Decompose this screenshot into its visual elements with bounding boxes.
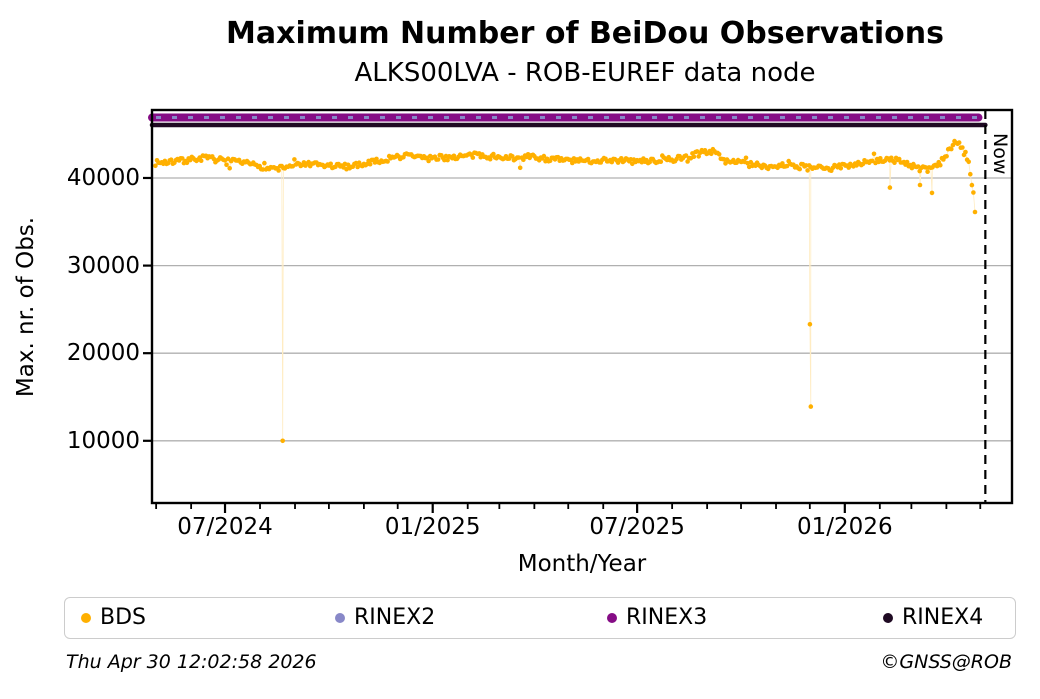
y-tick-label: 20000 (66, 340, 140, 367)
bds-point (938, 162, 943, 168)
bds-point (702, 148, 708, 153)
footer-timestamp: Thu Apr 30 12:02:58 2026 (66, 651, 317, 673)
bds-point (517, 165, 523, 171)
bds-point (442, 157, 447, 163)
bds-point (426, 158, 431, 164)
now-label: Now (989, 133, 1011, 174)
bds-point (944, 154, 949, 159)
legend-label: RINEX2 (354, 605, 436, 630)
bds-point (950, 142, 956, 148)
bds-point (619, 156, 624, 161)
y-tick-label: 30000 (66, 252, 140, 279)
bds-point (925, 169, 930, 174)
bds-point (435, 157, 441, 162)
legend-entry-rinex2: RINEX2 (335, 598, 435, 637)
bds-point (892, 160, 897, 165)
bds-point (262, 160, 267, 166)
bds-point (292, 157, 297, 162)
chart-subtitle: ALKS00LVA - ROB-EUREF data node (354, 58, 816, 88)
bds-point (696, 154, 701, 159)
legend-label: RINEX3 (626, 605, 708, 630)
bds-point (966, 159, 971, 165)
bds-point (280, 438, 286, 444)
bds-point (797, 166, 802, 172)
bds-point (541, 153, 547, 159)
x-tick-label: 01/2025 (384, 514, 481, 540)
bds-point (963, 149, 968, 155)
legend-entry-rinex3: RINEX3 (607, 598, 707, 637)
x-tick-label: 07/2024 (177, 514, 273, 540)
legend-entry-rinex4: RINEX4 (883, 598, 983, 637)
bds-point (896, 156, 902, 162)
bds-point (871, 151, 877, 157)
bds-point (917, 182, 923, 188)
bds-point (470, 155, 476, 160)
bds-point (585, 156, 591, 162)
bds-point (227, 166, 232, 171)
bds-point (510, 154, 515, 159)
bds-point (224, 162, 229, 168)
bds-point (184, 160, 190, 166)
bds-point (385, 159, 390, 164)
bds-point (516, 155, 521, 160)
bds-marker-icon (81, 612, 91, 623)
bds-point (658, 159, 664, 164)
x-axis-label: Month/Year (517, 551, 647, 577)
legend-entry-bds: BDS (81, 598, 146, 637)
bds-point (887, 185, 893, 190)
chart-title: Maximum Number of BeiDou Observations (226, 16, 944, 51)
y-tick-label: 40000 (66, 164, 140, 191)
rinex3-marker-icon (607, 612, 617, 623)
bds-point (260, 167, 266, 172)
bds-point (709, 151, 714, 157)
bds-point (838, 166, 844, 171)
bds-point (968, 171, 973, 177)
bds-point (716, 152, 722, 157)
bds-point (367, 161, 373, 167)
legend: BDS RINEX2 RINEX3 RINEX4 (64, 597, 1016, 639)
y-tick-label: 10000 (66, 427, 140, 454)
bds-connector-line (155, 140, 976, 441)
bds-point (929, 190, 935, 196)
rinex2-marker-icon (335, 612, 345, 623)
bds-point (960, 145, 965, 150)
bds-point (807, 322, 813, 327)
bds-point (491, 151, 496, 157)
bds-point (949, 146, 954, 152)
bds-point (225, 156, 231, 161)
bds-point (328, 161, 334, 167)
x-tick-label: 01/2026 (797, 514, 893, 540)
bds-point (168, 157, 174, 162)
plot-frame (150, 108, 1014, 505)
legend-label: RINEX4 (902, 605, 984, 630)
bds-point (685, 159, 690, 164)
footer-credit: ©GNSS@ROB (880, 651, 1012, 673)
bds-point (971, 190, 976, 195)
bds-point (748, 159, 754, 165)
bds-point (487, 156, 493, 162)
bds-point (683, 153, 689, 158)
bds-point (808, 404, 814, 409)
bds-point (743, 155, 749, 161)
bds-point (972, 209, 978, 215)
legend-label: BDS (100, 605, 146, 630)
bds-point (445, 157, 450, 163)
bds-point (198, 158, 204, 163)
bds-point (805, 168, 810, 173)
bds-point (691, 154, 697, 159)
bds-point (956, 140, 962, 145)
bds-point (521, 157, 526, 163)
bds-point (153, 163, 158, 169)
bds-point (276, 168, 281, 173)
bds-point (969, 182, 975, 188)
bds-point (904, 159, 910, 165)
x-tick-label: 07/2025 (589, 514, 685, 540)
bds-point (180, 156, 185, 161)
rinex4-marker-icon (883, 612, 893, 623)
